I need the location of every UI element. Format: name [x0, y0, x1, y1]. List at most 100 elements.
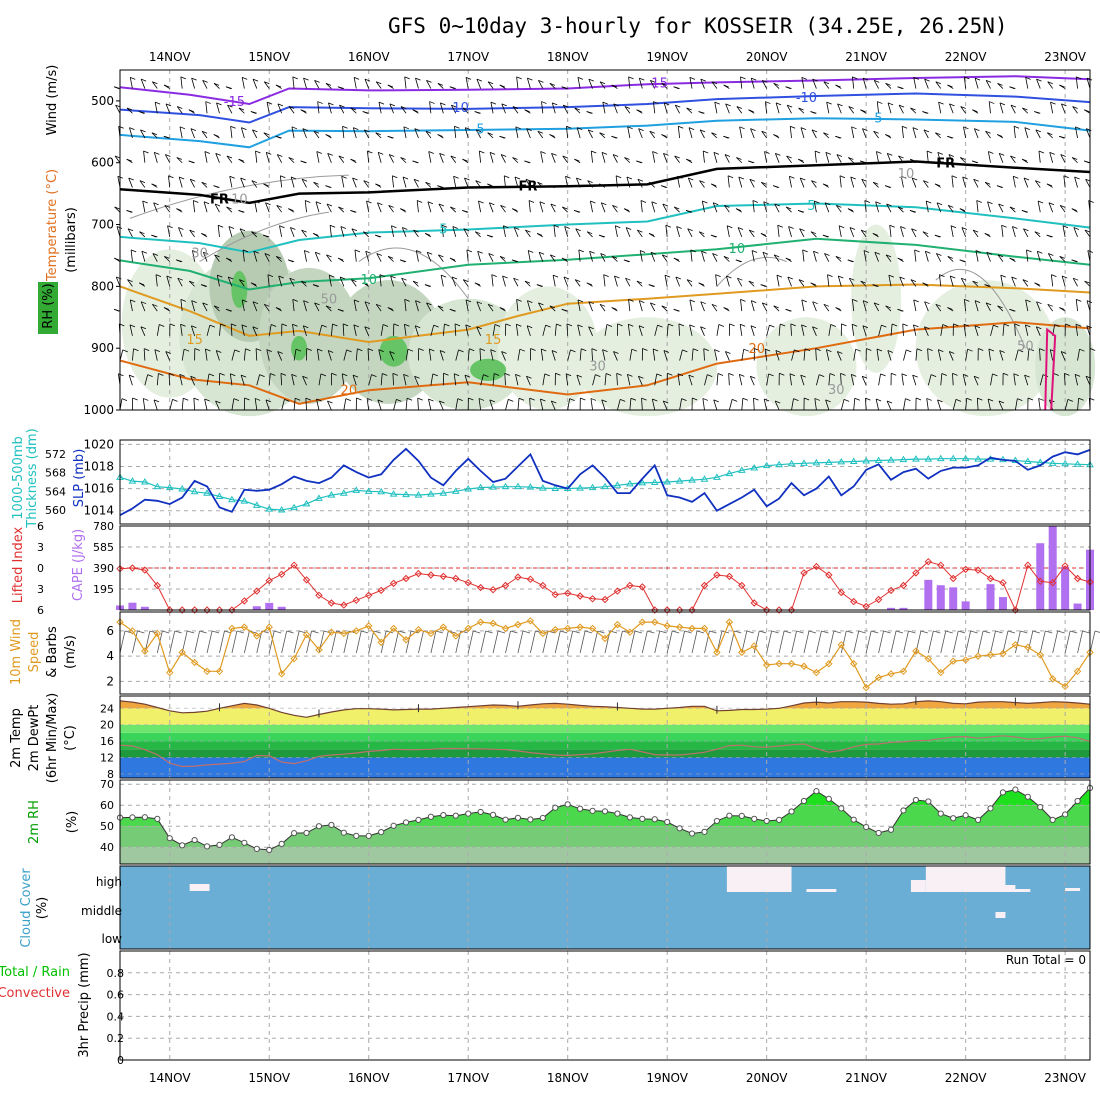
wind-barb-staff [679, 398, 682, 411]
wind-barb-staff [886, 400, 892, 411]
wind-barb [227, 276, 234, 287]
wind-barb [679, 398, 687, 411]
wind-barb-flag [1063, 175, 1069, 179]
wind-barb-staff [852, 76, 855, 89]
wind-barb [987, 201, 993, 213]
rh-line-point [191, 836, 198, 844]
rh-line-point [266, 846, 273, 854]
wind-barb-flag [337, 257, 344, 261]
wind-barb [998, 152, 1005, 163]
wind-barb-flag [553, 224, 560, 228]
wind-barb-staff [789, 126, 792, 139]
wind-barb-staff [977, 630, 984, 654]
wind-barb-staff [206, 373, 210, 386]
wind-barb-staff [541, 101, 544, 114]
wind-barb [688, 374, 694, 386]
wind-barb-flag [751, 300, 757, 304]
wind-barb-staff [355, 630, 362, 654]
wind-barb [439, 400, 445, 411]
wind-barb-flag [449, 308, 455, 312]
wind-barb-flag [750, 325, 757, 329]
wind-barb-staff [814, 398, 817, 411]
wind-barb [239, 279, 245, 287]
wind-barb-staff [1024, 127, 1029, 139]
wind-speed-line-point [688, 624, 696, 633]
wind-barb-flag [147, 374, 153, 377]
thickness-tick-label: 564 [45, 485, 66, 498]
wind-barb-staff [636, 280, 643, 287]
wind-barb-flag [851, 126, 857, 130]
wind-barb-staff [1074, 126, 1078, 139]
wind-barb [653, 101, 659, 114]
wind-barb [168, 372, 175, 386]
wind-barb-flag [580, 397, 586, 401]
rh-line-point [688, 830, 696, 837]
wind-barb-flag [516, 299, 522, 302]
wind-barb-flag [561, 257, 568, 261]
cape-bar [949, 587, 958, 610]
wind-barb-staff [480, 630, 487, 654]
wind-barb-staff [512, 157, 519, 164]
wind-barb [464, 127, 471, 139]
wind-barb-flag [626, 176, 633, 180]
wind-barb [951, 175, 958, 188]
wind-barb-10m [865, 630, 879, 654]
cape-label: CAPE (J/kg) [71, 529, 86, 601]
wind-barb-flag [463, 228, 469, 232]
wind-barb-flag [689, 299, 696, 303]
rh-legend-swatch [38, 282, 58, 334]
rh-line-point [129, 814, 136, 821]
rh-line-point [651, 816, 658, 823]
li-line-point [961, 565, 970, 574]
wind-barb-staff [990, 630, 996, 654]
wind-barb-flag [833, 630, 841, 634]
wind-barb [340, 226, 347, 238]
wind-barb-staff [678, 323, 681, 336]
wind-barb-staff [937, 152, 942, 163]
rh-line-point [203, 843, 211, 850]
wind-barb-staff [326, 254, 332, 262]
wind-barb-staff [142, 398, 146, 411]
wind-barb-flag [910, 279, 917, 282]
wind-barb-flag [1026, 249, 1032, 253]
wind-barb-flag [798, 107, 804, 111]
wind-barb-flag [451, 276, 458, 280]
wind-barb-flag [1037, 250, 1043, 254]
wind-barb-flag [388, 205, 394, 208]
wind-barb [625, 277, 631, 287]
wind-barb [113, 86, 121, 90]
wind-barb [227, 104, 233, 114]
wind-barb-staff [488, 202, 494, 213]
wind-barb [302, 128, 308, 139]
wind-barb-flag [753, 397, 759, 401]
wind-barb-staff [741, 349, 745, 361]
rh-line-point [539, 814, 546, 822]
wind-barb [393, 398, 402, 411]
wind-barb-staff [714, 349, 718, 361]
wind-barb-flag [168, 372, 175, 376]
wind-barb-staff [679, 630, 686, 654]
thickness-line-point [613, 481, 622, 488]
wind-barb-staff [292, 299, 295, 312]
wind-barb-flag [413, 229, 419, 233]
wind-barb-10m [654, 630, 667, 654]
wind-barb-staff [1059, 256, 1066, 262]
isotherm-label: 10 [898, 167, 915, 182]
wind-barb-staff [192, 250, 196, 262]
wind-barb [241, 299, 248, 312]
wind-barb-staff [562, 206, 568, 213]
wind-barb-staff [739, 126, 743, 139]
wind-barb-flag [412, 109, 418, 113]
wind-barb-flag [189, 280, 195, 284]
wind-barb-flag [255, 150, 261, 154]
wind-barb [762, 251, 769, 262]
wind-barb-flag [698, 111, 704, 114]
wind-barb-flag [325, 185, 331, 189]
wind-speed-line-point [1036, 651, 1044, 659]
wind-barb-staff [940, 373, 943, 386]
wind-barb-flag [630, 397, 637, 401]
wind-barb-flag [823, 303, 830, 307]
wind-barb [801, 76, 807, 89]
wind-barb [922, 231, 929, 238]
wind-barb [300, 109, 307, 114]
